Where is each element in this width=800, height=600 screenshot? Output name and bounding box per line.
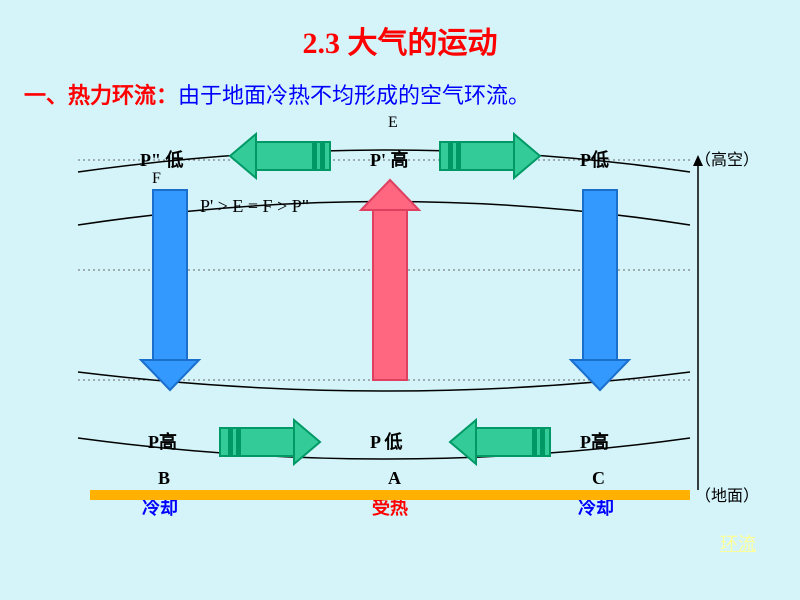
diagram-svg <box>0 110 800 600</box>
label-p-high-left: P高 <box>148 428 177 454</box>
label-C: C <box>592 468 605 489</box>
label-p-low-bottom: P 低 <box>370 428 403 454</box>
label-F: F <box>152 170 161 188</box>
subtitle-red: 一、热力环流： <box>24 83 178 108</box>
subtitle-blue: 由于地面冷热不均形成的空气环流。 <box>178 83 530 108</box>
label-p2-low: P" 低 <box>140 146 184 172</box>
formula: P' > E = F > P" <box>200 196 309 217</box>
label-p-high-right: P高 <box>580 428 609 454</box>
label-E: E <box>388 114 398 132</box>
diagram-area: E P" 低 F P' 高 P低 （高空） P' > E = F > P" P高… <box>0 110 800 600</box>
subtitle: 一、热力环流：由于地面冷热不均形成的空气环流。 <box>0 62 800 110</box>
label-p1-high: P' 高 <box>370 146 409 172</box>
label-B: B <box>158 468 170 489</box>
ground-bar <box>90 490 690 500</box>
label-altitude: （高空） <box>695 146 759 170</box>
label-p-low-top: P低 <box>580 146 609 172</box>
page-title: 2.3 大气的运动 <box>0 0 800 62</box>
circulation-link[interactable]: 环流 <box>720 530 756 556</box>
label-ground: （地面） <box>695 482 759 506</box>
label-A: A <box>388 468 401 489</box>
